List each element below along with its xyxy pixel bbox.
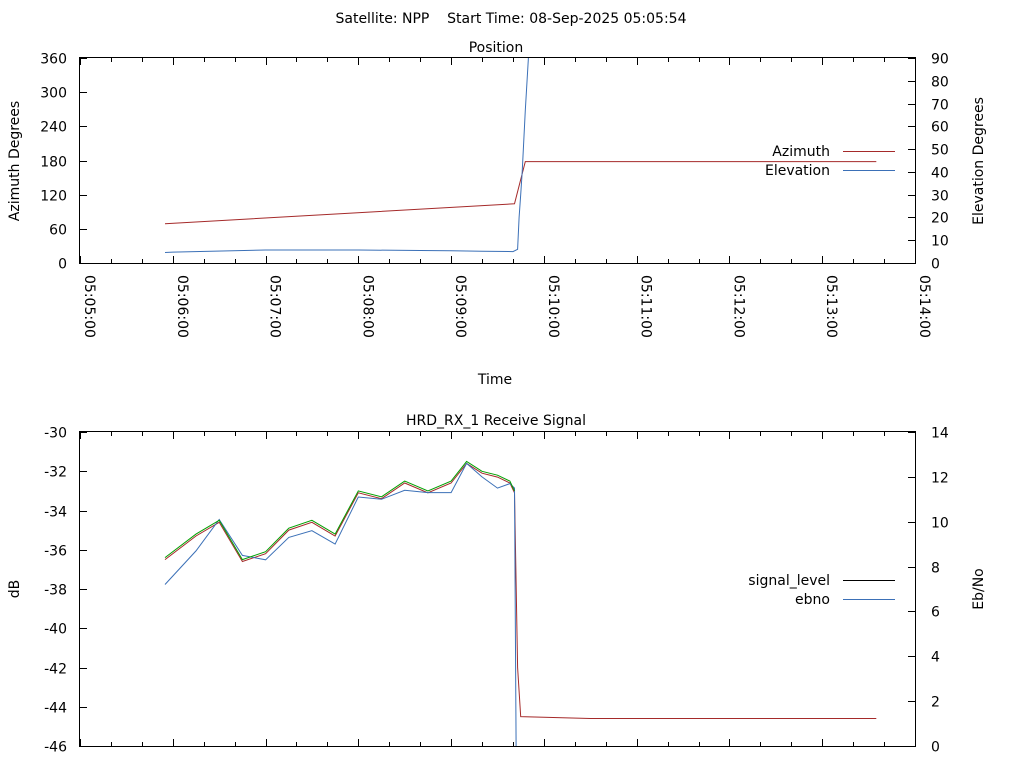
y-tick-label: -32	[44, 465, 67, 481]
position-chart-title: Position	[469, 40, 524, 56]
legend-label-azimuth: Azimuth	[772, 144, 830, 160]
y2-tick-label: 50	[931, 143, 949, 159]
y2-tick-label: 30	[931, 189, 949, 205]
x-tick-label: 05:08:00	[359, 275, 375, 338]
elevation-line	[164, 57, 529, 253]
y2-tick-label: 10	[931, 516, 949, 532]
y2-tick-label: 10	[931, 234, 949, 250]
page-title: Satellite: NPP Start Time: 08-Sep-2025 0…	[335, 11, 686, 27]
receive-signal-plot-frame	[79, 431, 916, 747]
y-tick-label: 0	[58, 257, 67, 273]
y-tick-label: 120	[40, 189, 67, 205]
receive-signal-chart: HRD_RX_1 Receive Signal -30 -32 -34 -36 -38 -…	[7, 413, 987, 756]
legend-label-signal-level: signal_level	[748, 573, 830, 589]
y2-tick-label: 70	[931, 98, 949, 114]
receive-signal-y2-axis-label: Eb/No	[971, 568, 987, 610]
y2-tick-label: 90	[931, 52, 949, 68]
x-tick-label: 05:13:00	[823, 275, 839, 338]
y2-tick-label: 80	[931, 75, 949, 91]
x-tick-label: 05:14:00	[916, 275, 932, 338]
series-2-line	[164, 460, 515, 561]
y2-tick-label: 0	[931, 740, 940, 756]
y2-tick-label: 4	[931, 650, 940, 666]
y-tick-label: -38	[44, 583, 67, 599]
receive-signal-y-axis-label: dB	[7, 580, 23, 599]
y2-tick-label: 0	[931, 257, 940, 273]
y-tick-label: 360	[40, 52, 67, 68]
legend-label-ebno: ebno	[795, 592, 830, 608]
y-tick-label: 60	[49, 223, 67, 239]
ebno-line	[164, 462, 517, 747]
x-tick-label: 05:09:00	[452, 275, 468, 338]
position-y2-axis-label: Elevation Degrees	[971, 97, 987, 225]
x-tick-label: 05:07:00	[267, 275, 283, 338]
y2-tick-label: 2	[931, 695, 940, 711]
y-tick-label: 180	[40, 155, 67, 171]
position-plot-frame	[79, 57, 916, 264]
x-tick-label: 05:11:00	[638, 275, 654, 338]
receive-signal-chart-title: HRD_RX_1 Receive Signal	[406, 413, 586, 429]
y2-tick-label: 8	[931, 561, 940, 577]
legend-label-elevation: Elevation	[765, 163, 830, 179]
x-tick-label: 05:10:00	[545, 275, 561, 338]
y-tick-label: -46	[44, 740, 67, 756]
x-tick-label: 05:05:00	[81, 275, 97, 338]
y2-tick-label: 6	[931, 605, 940, 621]
y-tick-label: 300	[40, 86, 67, 102]
y2-tick-label: 40	[931, 166, 949, 182]
y-tick-label: -44	[44, 701, 67, 717]
y-tick-label: -42	[44, 662, 67, 678]
y2-tick-label: 12	[931, 471, 949, 487]
y2-tick-label: 14	[931, 426, 949, 442]
position-chart: Position 05:05:00 05:06:00 05:07:00 05:08:0…	[7, 40, 987, 388]
y-tick-label: 240	[40, 120, 67, 136]
position-x-axis-label: Time	[477, 372, 512, 388]
y-tick-label: -34	[44, 505, 67, 521]
x-tick-label: 05:06:00	[174, 275, 190, 338]
position-y-axis-label: Azimuth Degrees	[7, 101, 23, 221]
y2-tick-label: 60	[931, 120, 949, 136]
y-tick-label: -36	[44, 544, 67, 560]
y2-tick-label: 20	[931, 211, 949, 227]
azimuth-line	[164, 161, 877, 225]
signal-level-line	[164, 462, 877, 719]
x-tick-label: 05:12:00	[730, 275, 746, 338]
y-tick-label: -40	[44, 622, 67, 638]
y-tick-label: -30	[44, 426, 67, 442]
